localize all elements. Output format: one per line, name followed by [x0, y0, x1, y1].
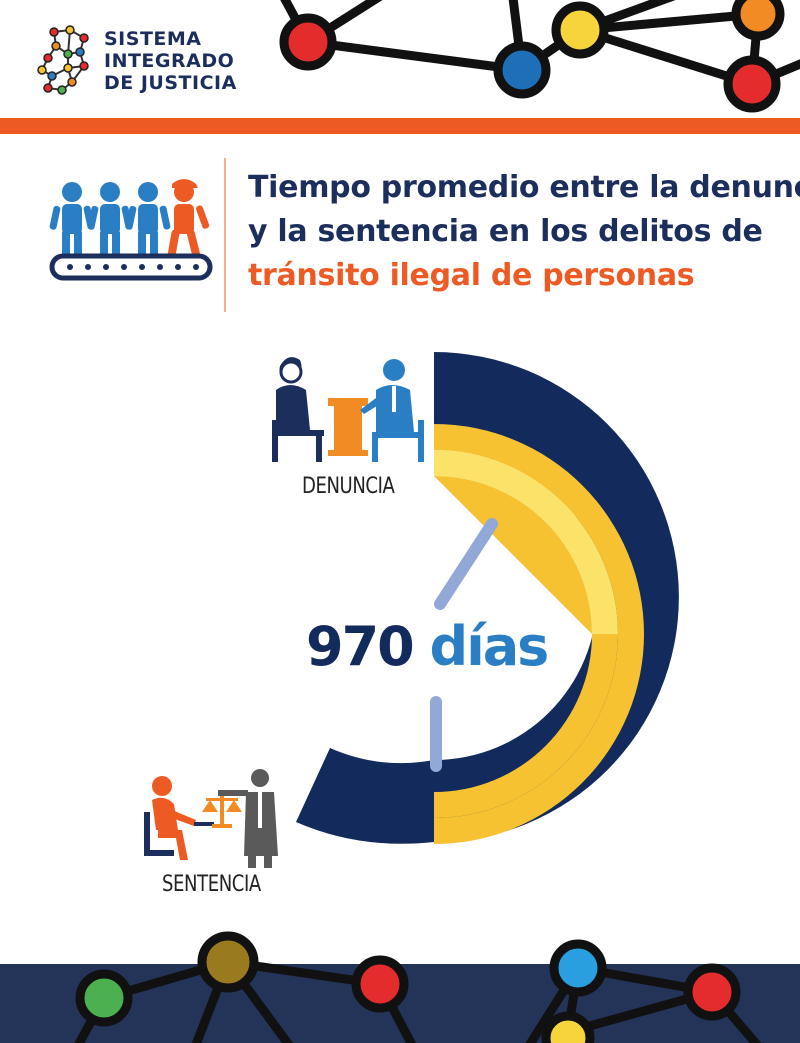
page-title: Tiempo promedio entre la denuncia y la s… [248, 166, 800, 298]
people-conveyor-icon [49, 179, 213, 281]
logo-text: SISTEMA INTEGRADO DE JUSTICIA [104, 28, 237, 94]
days-number: 970 [306, 615, 415, 678]
time-gauge [296, 352, 679, 844]
judge-scales-icon [144, 769, 278, 868]
bottom-network-decoration [74, 931, 762, 1043]
outer-ring-tail [296, 748, 434, 844]
logo-line-1: SISTEMA [104, 28, 202, 50]
clock-hand-upper [434, 518, 498, 610]
logo-line-3: DE JUSTICIA [104, 72, 237, 94]
network-map-icon [37, 25, 89, 95]
days-unit: días [429, 615, 550, 678]
denuncia-label: DENUNCIA [302, 474, 395, 499]
top-network-decoration [279, 0, 800, 113]
title-line-1: Tiempo promedio entre la denuncia [248, 170, 800, 205]
title-line-2: y la sentencia en los delitos de [248, 214, 763, 249]
yellow-ring [434, 424, 644, 844]
complaint-desk-icon [272, 357, 424, 462]
sentencia-label: SENTENCIA [162, 872, 261, 897]
header-divider-bar [0, 118, 800, 134]
days-value: 970 días [306, 614, 550, 680]
logo-line-2: INTEGRADO [104, 50, 235, 72]
yellow-ring-inner [434, 450, 618, 634]
title-line-3: tránsito ilegal de personas [248, 258, 695, 293]
title-divider [224, 158, 226, 312]
yellow-ring-mid [434, 476, 618, 818]
